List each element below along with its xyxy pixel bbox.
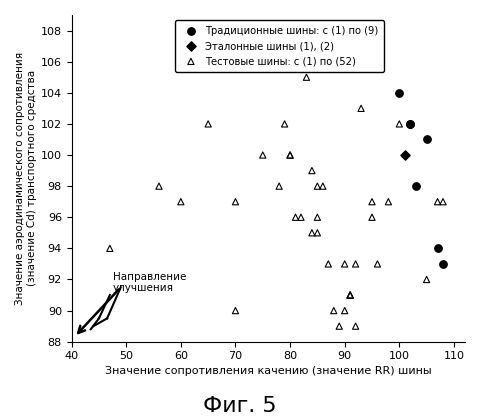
Тестовые шины: с (1) по (52): (96, 93): с (1) по (52): (96, 93): [373, 260, 381, 267]
Эталонные шины (1), (2): [401, 152, 408, 158]
Тестовые шины: с (1) по (52): (90, 90): с (1) по (52): (90, 90): [341, 307, 348, 314]
Text: Направление
улучшения: Направление улучшения: [113, 272, 186, 294]
Традиционные шины: с (1) по (9): (103, 98): с (1) по (9): (103, 98): [412, 183, 420, 189]
Тестовые шины: с (1) по (52): (83, 105): с (1) по (52): (83, 105): [302, 74, 310, 81]
Тестовые шины: с (1) по (52): (87, 93): с (1) по (52): (87, 93): [324, 260, 332, 267]
X-axis label: Значение сопротивления качению (значение RR) шины: Значение сопротивления качению (значение…: [105, 365, 432, 375]
Традиционные шины: с (1) по (9): (84, 106): с (1) по (9): (84, 106): [308, 58, 316, 65]
Тестовые шины: с (1) по (52): (65, 102): с (1) по (52): (65, 102): [204, 121, 212, 127]
Тестовые шины: с (1) по (52): (47, 94): с (1) по (52): (47, 94): [106, 245, 114, 252]
Тестовые шины: с (1) по (52): (95, 96): с (1) по (52): (95, 96): [368, 214, 376, 220]
Тестовые шины: с (1) по (52): (85, 95): с (1) по (52): (85, 95): [313, 229, 321, 236]
Тестовые шины: с (1) по (52): (79, 102): с (1) по (52): (79, 102): [281, 121, 288, 127]
Тестовые шины: с (1) по (52): (80, 100): с (1) по (52): (80, 100): [286, 152, 294, 158]
Тестовые шины: с (1) по (52): (93, 103): с (1) по (52): (93, 103): [357, 105, 365, 112]
Тестовые шины: с (1) по (52): (84, 95): с (1) по (52): (84, 95): [308, 229, 316, 236]
Тестовые шины: с (1) по (52): (86, 98): с (1) по (52): (86, 98): [319, 183, 327, 189]
Тестовые шины: с (1) по (52): (60, 97): с (1) по (52): (60, 97): [177, 198, 185, 205]
Традиционные шины: с (1) по (9): (108, 93): с (1) по (9): (108, 93): [439, 260, 447, 267]
Тестовые шины: с (1) по (52): (82, 96): с (1) по (52): (82, 96): [297, 214, 305, 220]
Тестовые шины: с (1) по (52): (81, 96): с (1) по (52): (81, 96): [292, 214, 300, 220]
Тестовые шины: с (1) по (52): (88, 90): с (1) по (52): (88, 90): [330, 307, 337, 314]
Традиционные шины: с (1) по (9): (107, 94): с (1) по (9): (107, 94): [434, 245, 442, 252]
Тестовые шины: с (1) по (52): (85, 96): с (1) по (52): (85, 96): [313, 214, 321, 220]
Тестовые шины: с (1) по (52): (107, 97): с (1) по (52): (107, 97): [434, 198, 442, 205]
Тестовые шины: с (1) по (52): (70, 90): с (1) по (52): (70, 90): [232, 307, 240, 314]
Тестовые шины: с (1) по (52): (92, 89): с (1) по (52): (92, 89): [352, 323, 360, 330]
Тестовые шины: с (1) по (52): (91, 91): с (1) по (52): (91, 91): [346, 291, 354, 298]
Тестовые шины: с (1) по (52): (75, 100): с (1) по (52): (75, 100): [259, 152, 266, 158]
Тестовые шины: с (1) по (52): (84, 99): с (1) по (52): (84, 99): [308, 167, 316, 174]
Тестовые шины: с (1) по (52): (80, 100): с (1) по (52): (80, 100): [286, 152, 294, 158]
Тестовые шины: с (1) по (52): (100, 102): с (1) по (52): (100, 102): [396, 121, 403, 127]
Тестовые шины: с (1) по (52): (95, 97): с (1) по (52): (95, 97): [368, 198, 376, 205]
Тестовые шины: с (1) по (52): (92, 93): с (1) по (52): (92, 93): [352, 260, 360, 267]
Legend: Традиционные шины: с (1) по (9), Эталонные шины (1), (2), Тестовые шины: с (1) п: Традиционные шины: с (1) по (9), Эталонн…: [175, 20, 384, 72]
Традиционные шины: с (1) по (9): (102, 102): с (1) по (9): (102, 102): [407, 121, 414, 127]
Тестовые шины: с (1) по (52): (98, 97): с (1) по (52): (98, 97): [384, 198, 392, 205]
Эталонные шины (1), (2): [302, 58, 310, 65]
Y-axis label: Значение аэродинамического сопротивления
(значение Cd) транспортного средства: Значение аэродинамического сопротивления…: [15, 52, 36, 305]
Тестовые шины: с (1) по (52): (89, 89): с (1) по (52): (89, 89): [336, 323, 343, 330]
Тестовые шины: с (1) по (52): (91, 91): с (1) по (52): (91, 91): [346, 291, 354, 298]
Тестовые шины: с (1) по (52): (56, 98): с (1) по (52): (56, 98): [155, 183, 163, 189]
Text: Фиг. 5: Фиг. 5: [203, 396, 277, 416]
Тестовые шины: с (1) по (52): (78, 98): с (1) по (52): (78, 98): [276, 183, 283, 189]
Тестовые шины: с (1) по (52): (70, 97): с (1) по (52): (70, 97): [232, 198, 240, 205]
Тестовые шины: с (1) по (52): (108, 97): с (1) по (52): (108, 97): [439, 198, 447, 205]
Традиционные шины: с (1) по (9): (100, 104): с (1) по (9): (100, 104): [396, 89, 403, 96]
Тестовые шины: с (1) по (52): (91, 91): с (1) по (52): (91, 91): [346, 291, 354, 298]
Традиционные шины: с (1) по (9): (102, 102): с (1) по (9): (102, 102): [407, 121, 414, 127]
Тестовые шины: с (1) по (52): (105, 92): с (1) по (52): (105, 92): [423, 276, 431, 283]
Тестовые шины: с (1) по (52): (85, 98): с (1) по (52): (85, 98): [313, 183, 321, 189]
Тестовые шины: с (1) по (52): (90, 93): с (1) по (52): (90, 93): [341, 260, 348, 267]
Традиционные шины: с (1) по (9): (85, 106): с (1) по (9): (85, 106): [313, 58, 321, 65]
Традиционные шины: с (1) по (9): (105, 101): с (1) по (9): (105, 101): [423, 136, 431, 143]
